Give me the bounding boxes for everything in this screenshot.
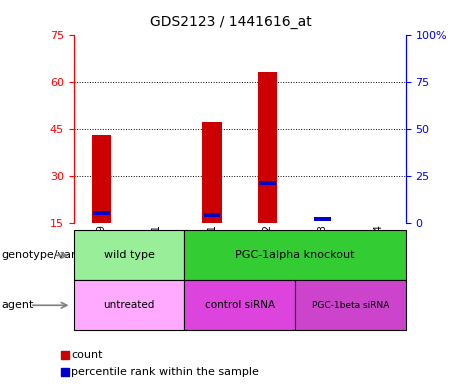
Bar (259, 181, 276, 185)
Text: untreated: untreated (103, 300, 155, 310)
Bar (204, 214, 220, 217)
Text: PGC-1alpha knockout: PGC-1alpha knockout (235, 250, 355, 260)
Text: agent: agent (1, 300, 33, 310)
Text: genotype/variation: genotype/variation (1, 250, 107, 260)
Text: wild type: wild type (104, 250, 154, 260)
Text: percentile rank within the sample: percentile rank within the sample (71, 367, 260, 377)
Bar (258, 72, 277, 223)
Text: control siRNA: control siRNA (205, 300, 275, 310)
Bar (92, 135, 111, 223)
Text: GDS2123 / 1441616_at: GDS2123 / 1441616_at (150, 15, 311, 29)
Text: count: count (71, 350, 103, 360)
Bar (202, 122, 222, 223)
Text: PGC-1beta siRNA: PGC-1beta siRNA (312, 301, 389, 310)
Bar (93, 212, 110, 215)
Bar (314, 217, 331, 221)
